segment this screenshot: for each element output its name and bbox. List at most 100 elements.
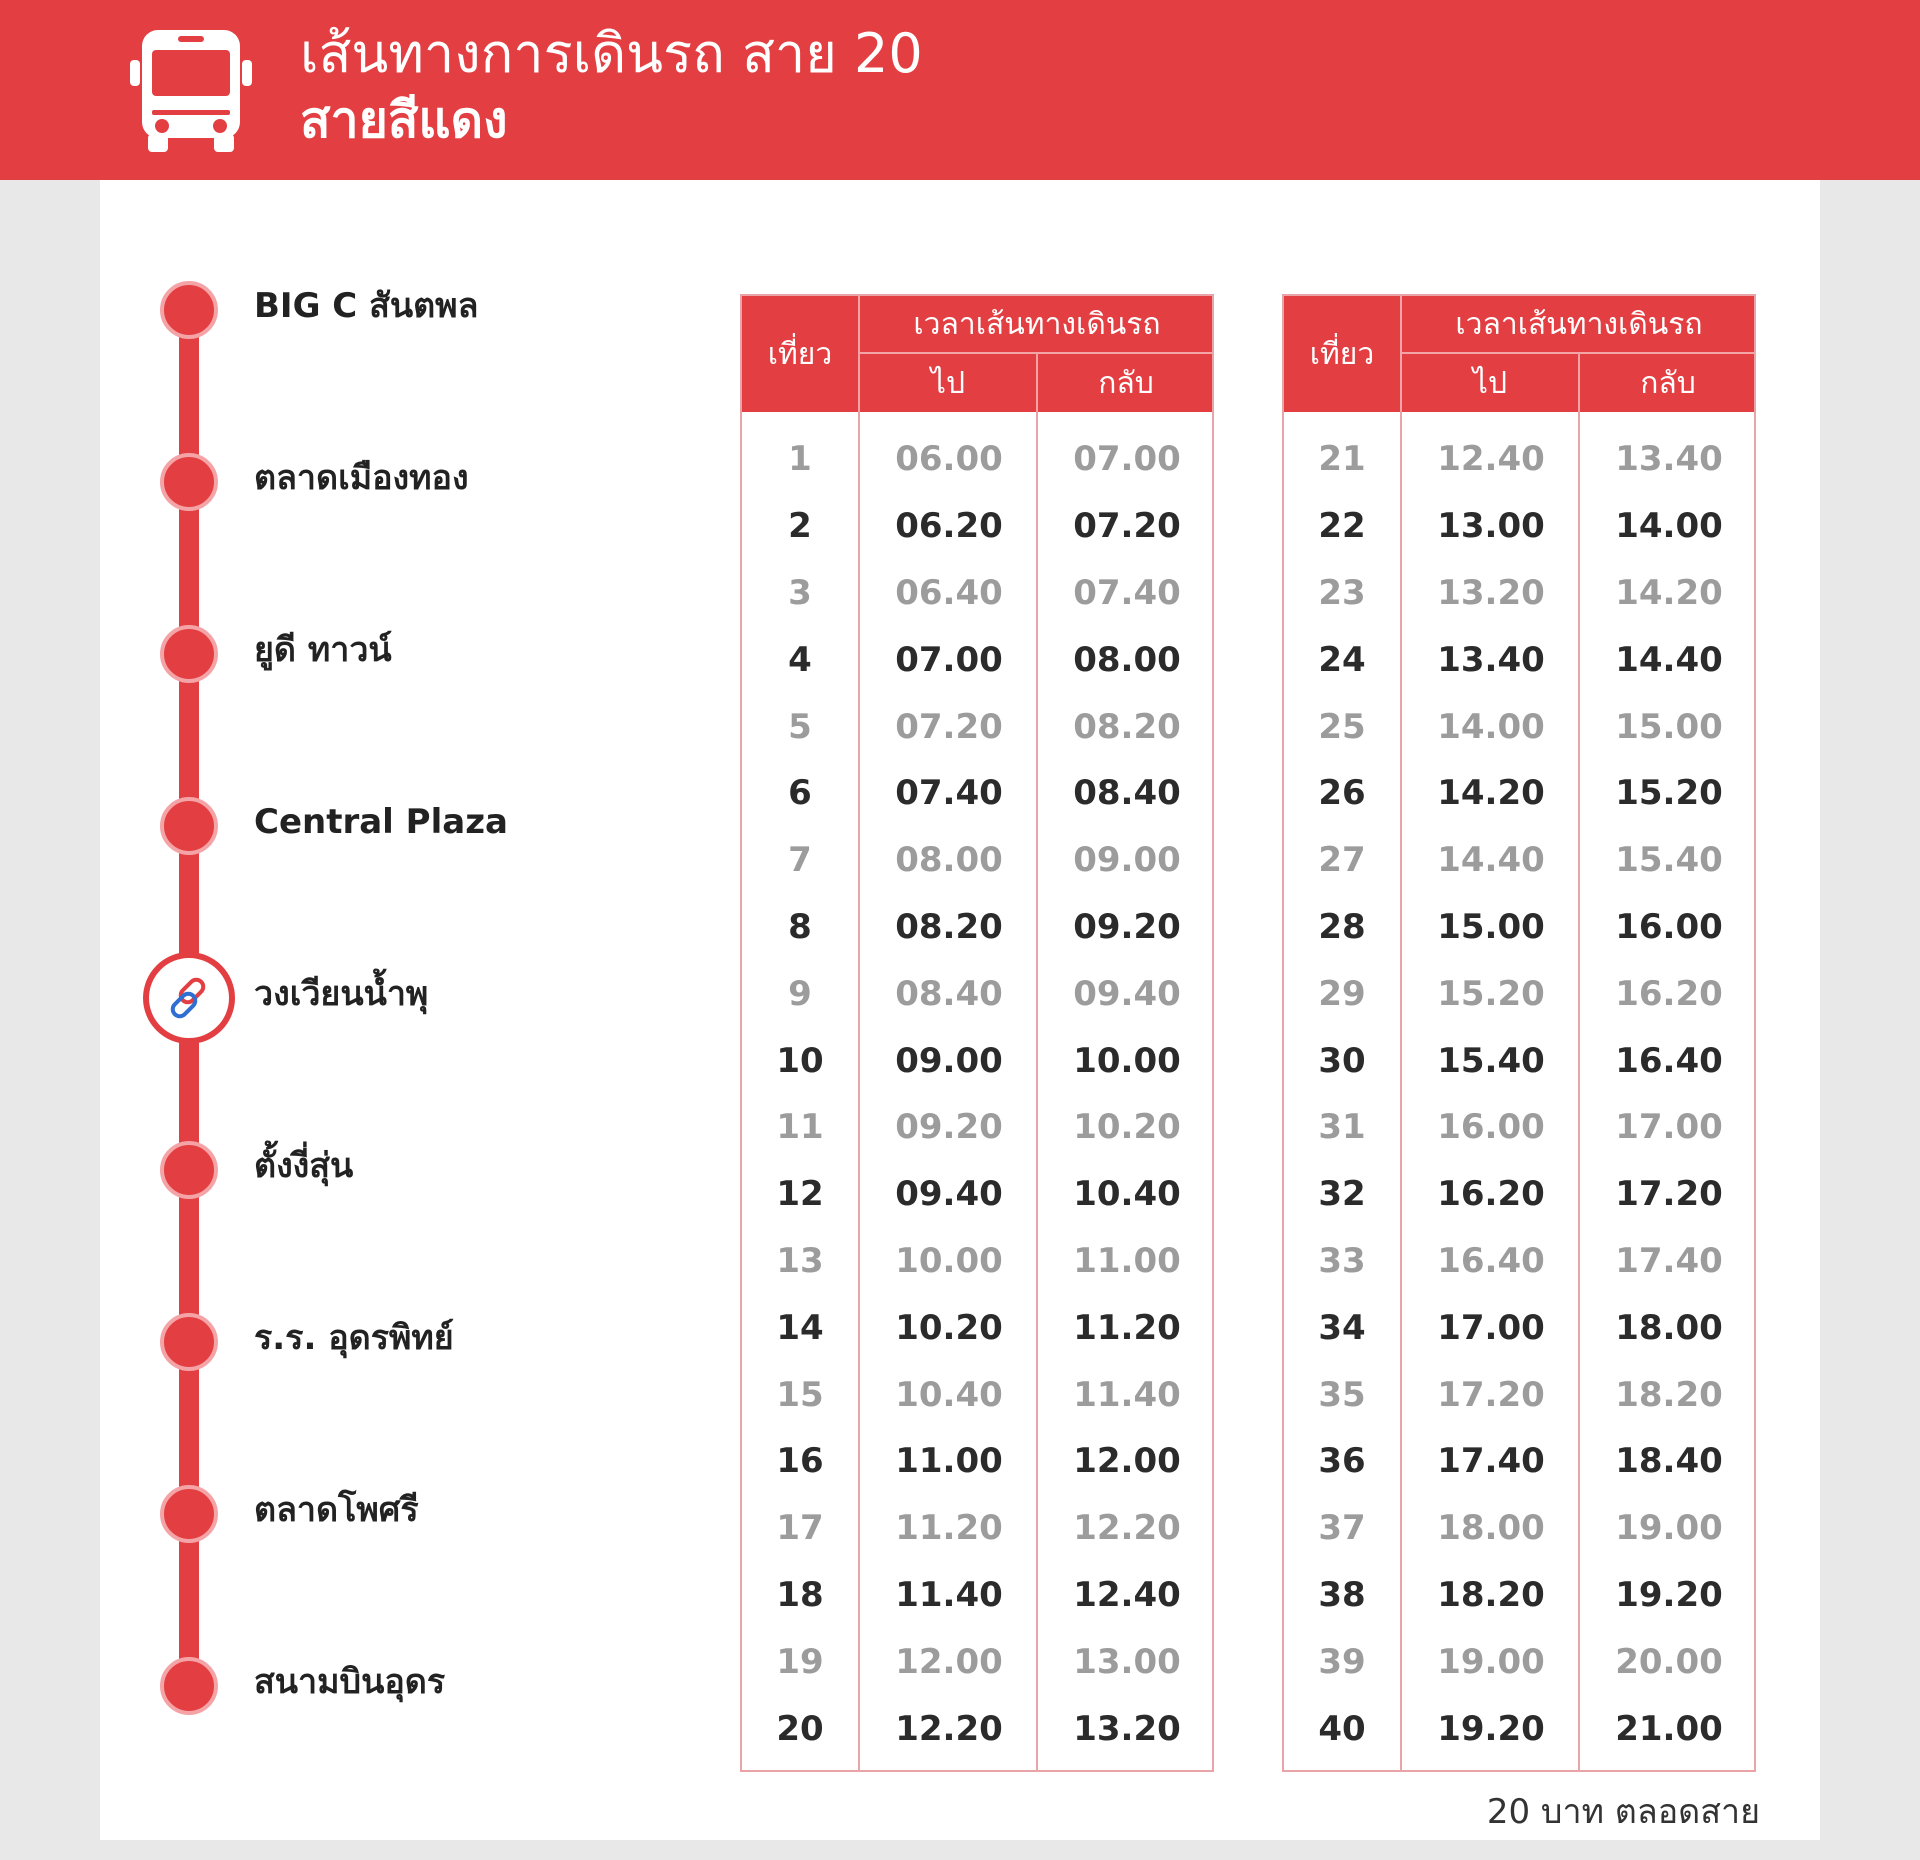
table-row: 39 19.00 20.00 (1284, 1628, 1754, 1695)
trip-number: 3 (788, 572, 812, 613)
back-time: 18.20 (1615, 1374, 1723, 1415)
back-time: 17.00 (1615, 1107, 1723, 1148)
table-row: 8 08.20 09.20 (742, 894, 1212, 961)
table-row: 29 15.20 16.20 (1284, 960, 1754, 1027)
trip-number: 17 (776, 1508, 824, 1549)
table-row: 7 08.00 09.00 (742, 827, 1212, 894)
back-time: 12.20 (1073, 1508, 1181, 1549)
stop-name: วงเวียนน้ำพุ (254, 974, 429, 1014)
table-row: 36 17.40 18.40 (1284, 1428, 1754, 1495)
go-time: 17.40 (1437, 1441, 1545, 1482)
header-back: กลับ (1036, 354, 1214, 412)
go-time: 08.40 (895, 973, 1003, 1014)
trip-number: 36 (1318, 1441, 1366, 1482)
stop-name: สนามบินอุดร (254, 1662, 446, 1702)
go-time: 14.00 (1437, 706, 1545, 747)
trip-number: 5 (788, 706, 812, 747)
table-row: 31 16.00 17.00 (1284, 1094, 1754, 1161)
trip-number: 40 (1318, 1708, 1366, 1749)
trip-number: 37 (1318, 1508, 1366, 1549)
column-divider (1578, 412, 1580, 1770)
trip-number: 39 (1318, 1641, 1366, 1682)
table-row: 14 10.20 11.20 (742, 1294, 1212, 1361)
back-time: 07.40 (1073, 572, 1181, 613)
schedule-header: เที่ยว เวลาเส้นทางเดินรถ ไป กลับ (1284, 296, 1756, 412)
header-trip: เที่ยว (1309, 336, 1375, 372)
back-time: 16.20 (1615, 973, 1723, 1014)
trip-number: 28 (1318, 906, 1366, 947)
trip-number: 34 (1318, 1307, 1366, 1348)
go-time: 08.00 (895, 840, 1003, 881)
stop-marker (160, 797, 218, 855)
back-time: 07.00 (1073, 439, 1181, 480)
back-time: 12.40 (1073, 1574, 1181, 1615)
go-time: 17.20 (1437, 1374, 1545, 1415)
table-row: 18 11.40 12.40 (742, 1562, 1212, 1629)
trip-number: 6 (788, 773, 812, 814)
stop-name: Central Plaza (254, 802, 508, 842)
trip-number: 12 (776, 1174, 824, 1215)
go-time: 10.40 (895, 1374, 1003, 1415)
table-row: 13 10.00 11.00 (742, 1228, 1212, 1295)
table-row: 24 13.40 14.40 (1284, 626, 1754, 693)
trip-number: 9 (788, 973, 812, 1014)
stop-name: BIG C สันตพล (254, 286, 479, 326)
table-row: 6 07.40 08.40 (742, 760, 1212, 827)
trip-number: 30 (1318, 1040, 1366, 1081)
table-row: 4 07.00 08.00 (742, 626, 1212, 693)
back-time: 18.40 (1615, 1441, 1723, 1482)
back-time: 11.20 (1073, 1307, 1181, 1348)
table-row: 15 10.40 11.40 (742, 1361, 1212, 1428)
trip-number: 21 (1318, 439, 1366, 480)
table-row: 16 11.00 12.00 (742, 1428, 1212, 1495)
table-row: 5 07.20 08.20 (742, 693, 1212, 760)
back-time: 13.40 (1615, 439, 1723, 480)
back-time: 09.40 (1073, 973, 1181, 1014)
column-divider (1400, 412, 1402, 1770)
go-time: 18.20 (1437, 1574, 1545, 1615)
stop-name: ตลาดเมืองทอง (254, 458, 469, 498)
trip-number: 38 (1318, 1574, 1366, 1615)
trip-number: 29 (1318, 973, 1366, 1014)
go-time: 12.40 (1437, 439, 1545, 480)
stop-marker (160, 281, 218, 339)
back-time: 19.00 (1615, 1508, 1723, 1549)
trip-number: 27 (1318, 840, 1366, 881)
back-time: 16.40 (1615, 1040, 1723, 1081)
stop-name: ตลาดโพศรี (254, 1490, 419, 1530)
schedule-table-right: เที่ยว เวลาเส้นทางเดินรถ ไป กลับ 21 12.40… (1282, 294, 1756, 1772)
stop-marker (160, 453, 218, 511)
go-time: 07.40 (895, 773, 1003, 814)
back-time: 15.40 (1615, 840, 1723, 881)
bus-icon (130, 30, 252, 152)
go-time: 14.40 (1437, 840, 1545, 881)
go-time: 09.20 (895, 1107, 1003, 1148)
table-row: 25 14.00 15.00 (1284, 693, 1754, 760)
trip-number: 14 (776, 1307, 824, 1348)
back-time: 07.20 (1073, 506, 1181, 547)
stop-name: ตั้งงี่สุ่น (254, 1146, 354, 1186)
trip-number: 4 (788, 639, 812, 680)
table-row: 38 18.20 19.20 (1284, 1562, 1754, 1629)
header-timetable: เวลาเส้นทางเดินรถ (1400, 296, 1756, 354)
back-time: 13.00 (1073, 1641, 1181, 1682)
back-time: 21.00 (1615, 1708, 1723, 1749)
table-row: 40 19.20 21.00 (1284, 1695, 1754, 1762)
back-time: 20.00 (1615, 1641, 1723, 1682)
trip-number: 10 (776, 1040, 824, 1081)
trip-number: 20 (776, 1708, 824, 1749)
go-time: 07.00 (895, 639, 1003, 680)
go-time: 15.00 (1437, 906, 1545, 947)
schedule-table-left: เที่ยว เวลาเส้นทางเดินรถ ไป กลับ 1 06.00 0… (740, 294, 1214, 1772)
table-row: 19 12.00 13.00 (742, 1628, 1212, 1695)
trip-number: 25 (1318, 706, 1366, 747)
trip-number: 26 (1318, 773, 1366, 814)
go-time: 12.00 (895, 1641, 1003, 1682)
table-row: 35 17.20 18.20 (1284, 1361, 1754, 1428)
go-time: 15.40 (1437, 1040, 1545, 1081)
header-go: ไป (1400, 354, 1578, 412)
trip-number: 31 (1318, 1107, 1366, 1148)
back-time: 10.20 (1073, 1107, 1181, 1148)
table-row: 30 15.40 16.40 (1284, 1027, 1754, 1094)
go-time: 19.00 (1437, 1641, 1545, 1682)
